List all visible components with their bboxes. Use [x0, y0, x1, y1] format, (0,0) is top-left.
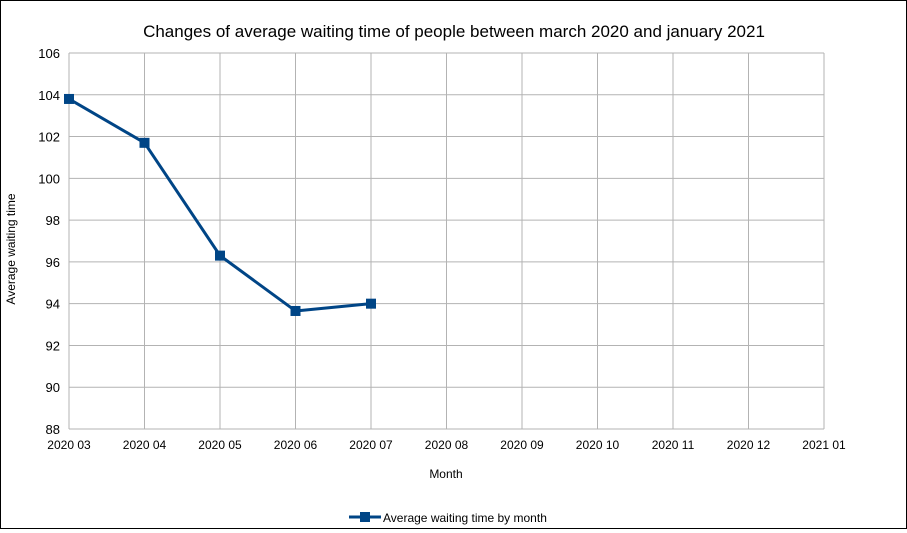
y-tick-label: 106: [38, 46, 60, 61]
x-tick-label: 2020 06: [274, 438, 318, 452]
x-tick-label: 2020 05: [198, 438, 242, 452]
data-point-marker: [215, 250, 225, 261]
axis-layer: [68, 53, 824, 430]
y-tick-label: 88: [46, 422, 60, 437]
x-axis-label: Month: [429, 467, 462, 481]
series-layer: [64, 93, 376, 316]
y-tick-label: 90: [46, 380, 60, 395]
y-tick-label: 94: [46, 297, 60, 312]
x-tick-label: 2020 12: [727, 438, 771, 452]
grid-layer: [68, 52, 825, 430]
x-tick-label: 2020 04: [123, 438, 167, 452]
x-tick-label: 2020 07: [349, 438, 393, 452]
data-point-marker: [139, 137, 150, 148]
data-point-marker: [366, 298, 376, 309]
y-tick-label: 96: [46, 255, 60, 270]
x-tick-label: 2020 08: [425, 438, 469, 452]
tick-labels: 88 90 92 94 96 98 100 102 104 106 2020 03 2020 04 20…: [38, 46, 846, 452]
chart-title: Changes of average waiting time of peopl…: [143, 22, 765, 41]
data-point-marker: [290, 305, 301, 316]
y-axis-label: Average waiting time: [4, 193, 18, 304]
y-tick-label: 100: [38, 171, 60, 186]
data-point-marker: [64, 93, 74, 104]
x-tick-label: 2021 01: [802, 438, 846, 452]
x-tick-label: 2020 10: [576, 438, 620, 452]
legend: Average waiting time by month: [349, 511, 547, 525]
y-tick-label: 98: [46, 213, 60, 228]
x-tick-label: 2020 09: [500, 438, 544, 452]
x-tick-label: 2020 03: [47, 438, 91, 452]
y-tick-label: 104: [38, 88, 60, 103]
legend-series-marker: [360, 512, 370, 522]
legend-series-label: Average waiting time by month: [383, 511, 547, 525]
y-tick-label: 102: [38, 130, 60, 145]
x-tick-label: 2020 11: [652, 438, 695, 452]
y-tick-label: 92: [46, 338, 60, 353]
